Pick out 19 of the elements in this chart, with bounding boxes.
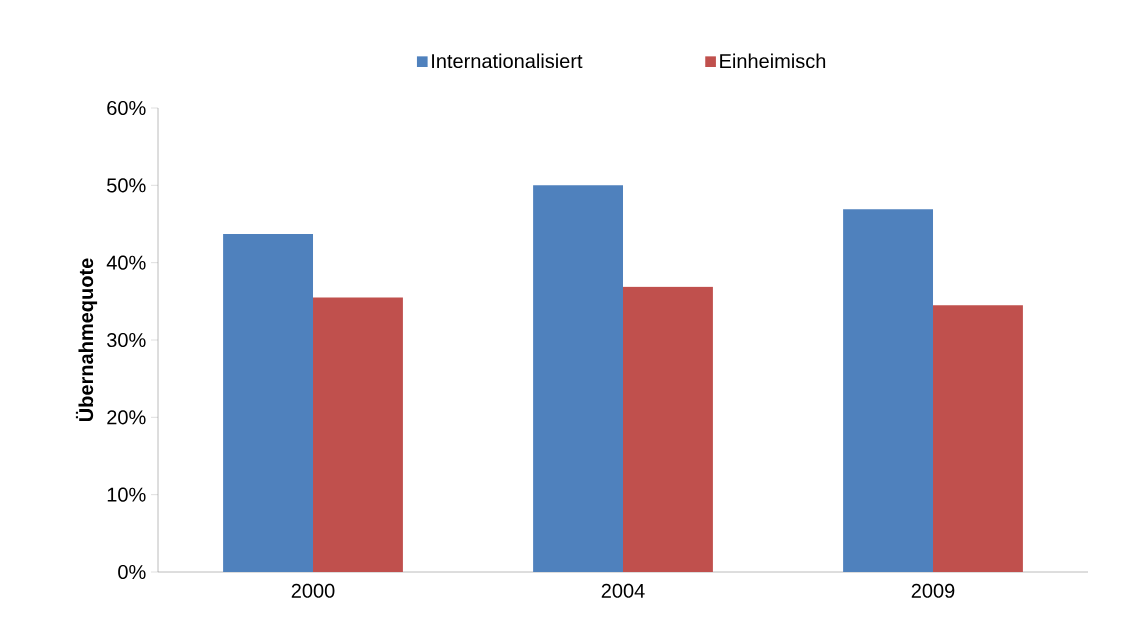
y-tick-label: 60% bbox=[107, 100, 146, 116]
bar bbox=[533, 185, 624, 572]
bar bbox=[313, 297, 403, 572]
bar bbox=[223, 234, 314, 572]
y-tick-label: 20% bbox=[107, 410, 146, 425]
bar bbox=[623, 286, 713, 572]
y-tick-label: 40% bbox=[106, 255, 146, 270]
x-tick-label: 2000 bbox=[291, 583, 335, 598]
y-tick-label: 0% bbox=[118, 564, 146, 580]
y-tick-label: 10% bbox=[107, 487, 146, 502]
bar bbox=[933, 305, 1023, 572]
x-tick-label: 2009 bbox=[911, 583, 955, 598]
y-tick-label: 30% bbox=[107, 332, 146, 348]
y-tick-label: 50% bbox=[107, 178, 146, 193]
bar bbox=[843, 209, 934, 572]
legend-label: Internationalisiert bbox=[432, 53, 583, 69]
legend-label: Einheimisch bbox=[720, 53, 826, 69]
x-tick-label: 2004 bbox=[601, 583, 645, 598]
y-axis-title: Übernahmequote bbox=[75, 258, 98, 422]
